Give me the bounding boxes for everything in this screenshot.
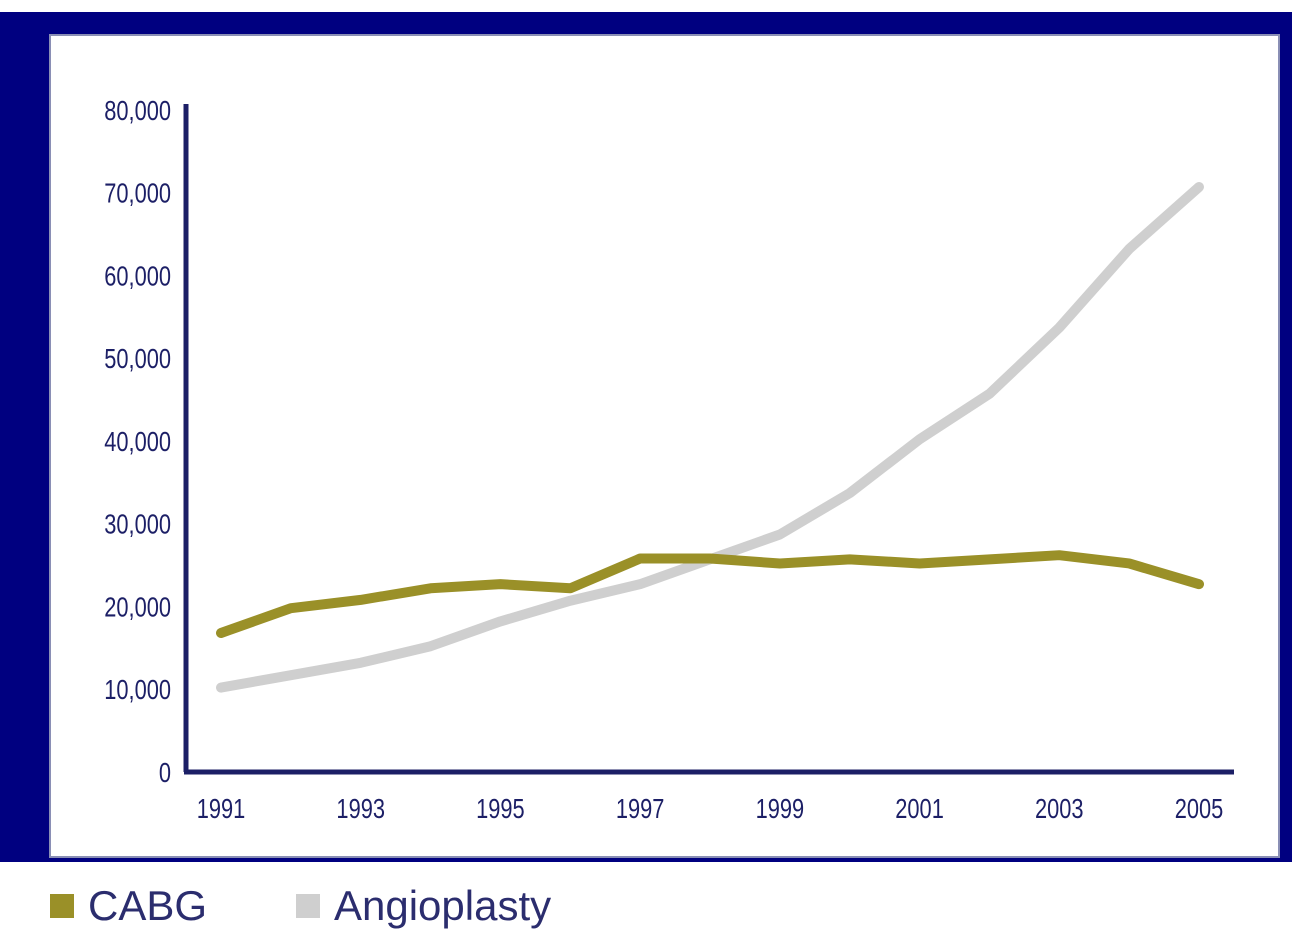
x-tick-label: 1993 xyxy=(336,793,385,824)
legend-item-cabg: CABG xyxy=(50,882,208,929)
legend-bar xyxy=(0,862,1292,940)
legend-item-angioplasty: Angioplasty xyxy=(296,882,552,929)
series-layer xyxy=(216,181,1204,693)
y-tick-label: 40,000 xyxy=(104,426,171,457)
y-tick-label: 30,000 xyxy=(104,509,171,540)
x-tick-label: 1999 xyxy=(756,793,805,824)
legend-label-angioplasty: Angioplasty xyxy=(334,882,552,929)
x-tick-label: 1995 xyxy=(476,793,525,824)
y-tick-label: 80,000 xyxy=(104,95,171,126)
legend-swatch-angioplasty xyxy=(296,894,320,918)
x-tick-label: 1997 xyxy=(616,793,665,824)
x-tick-label: 1991 xyxy=(197,793,246,824)
y-tick-label: 70,000 xyxy=(104,178,171,209)
y-tick-label: 10,000 xyxy=(104,675,171,706)
x-tick-label: 2005 xyxy=(1175,793,1224,824)
line-chart: 0 10,000 20,000 30,000 40,000 50,000 60,000 70,… xyxy=(104,95,1234,825)
y-tick-label: 0 xyxy=(159,757,171,788)
legend-swatch-cabg xyxy=(50,894,74,918)
y-tick-label: 20,000 xyxy=(104,592,171,623)
x-tick-label: 2001 xyxy=(895,793,944,824)
x-tick-label: 2003 xyxy=(1035,793,1084,824)
legend-label-cabg: CABG xyxy=(88,882,208,929)
y-tick-label: 60,000 xyxy=(104,261,171,292)
x-axis-ticks: 1991 1993 1995 1997 1999 2001 2003 2005 xyxy=(197,793,1224,824)
y-axis-ticks: 0 10,000 20,000 30,000 40,000 50,000 60,000 70,… xyxy=(104,95,171,788)
series-line-angioplasty xyxy=(216,181,1204,693)
top-strip xyxy=(0,0,1292,12)
chart-panel: 0 10,000 20,000 30,000 40,000 50,000 60,000 70,… xyxy=(49,34,1280,858)
y-tick-label: 50,000 xyxy=(104,344,171,375)
series-line-cabg xyxy=(216,550,1204,638)
